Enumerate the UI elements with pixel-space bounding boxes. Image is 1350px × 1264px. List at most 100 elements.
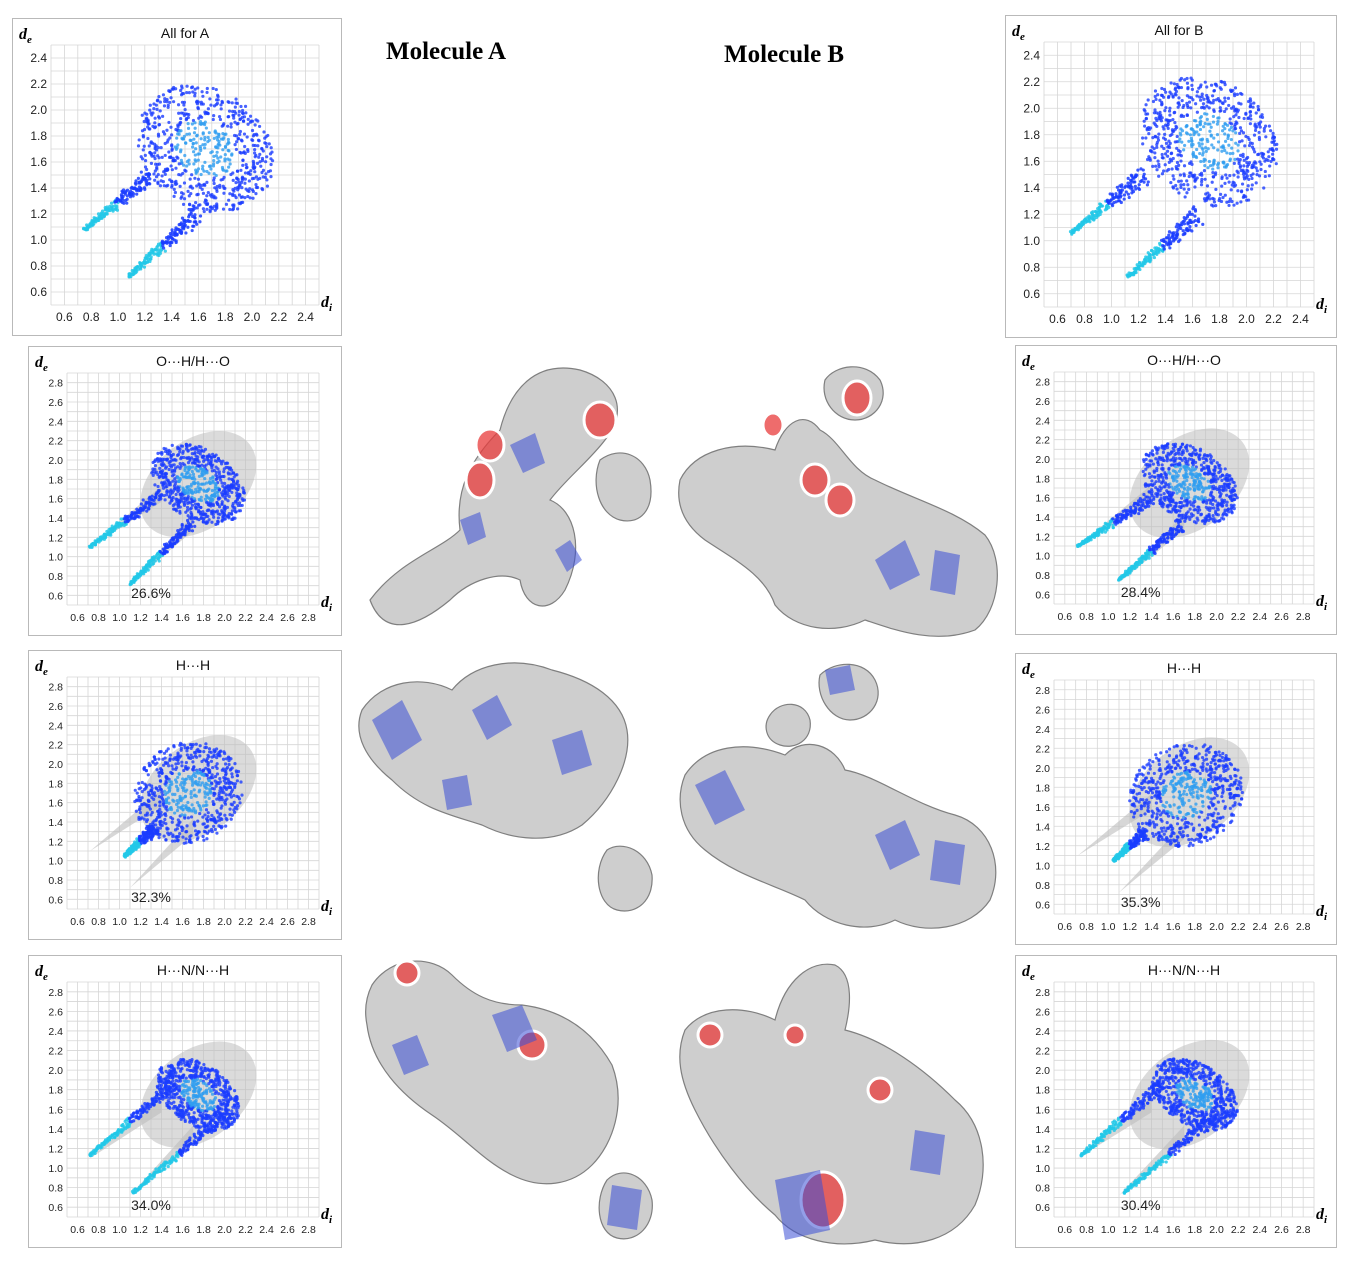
spike-point — [1099, 204, 1103, 208]
scatter-point — [1171, 469, 1175, 473]
scatter-point — [1238, 131, 1242, 135]
scatter-point — [1271, 140, 1276, 144]
y-tick-label: 1.6 — [48, 494, 63, 506]
spike-point — [159, 494, 163, 499]
scatter-point — [1173, 501, 1178, 505]
scatter-point — [158, 466, 162, 470]
scatter-point — [240, 195, 245, 199]
scatter-point — [190, 803, 194, 807]
scatter-point — [171, 503, 175, 508]
scatter-point — [1153, 135, 1158, 139]
y-tick-label: 0.8 — [1023, 260, 1040, 274]
scatter-point — [153, 467, 157, 471]
scatter-point — [1219, 199, 1224, 204]
spike-point — [1166, 540, 1170, 544]
scatter-point — [260, 187, 264, 191]
scatter-point — [216, 98, 220, 102]
scatter-point — [149, 813, 153, 817]
scatter-point — [1160, 463, 1164, 467]
scatter-point — [185, 749, 189, 753]
spike-point — [1190, 212, 1194, 216]
scatter-point — [157, 116, 162, 120]
scatter-point — [220, 462, 224, 466]
spike-point — [1167, 233, 1171, 237]
scatter-point — [1274, 147, 1279, 151]
scatter-point — [155, 167, 159, 171]
scatter-point — [1157, 446, 1161, 450]
spike-point — [1147, 556, 1151, 560]
scatter-point — [1214, 480, 1218, 484]
scatter-point — [1179, 445, 1183, 449]
scatter-point — [195, 133, 199, 137]
spike-point — [1084, 219, 1088, 223]
y-tick-label: 2.8 — [48, 682, 63, 694]
scatter-point — [1160, 103, 1164, 107]
scatter-point — [205, 489, 209, 493]
scatter-point — [1214, 509, 1218, 513]
x-tick-label: 0.8 — [91, 612, 106, 624]
scatter-point — [1223, 122, 1228, 126]
scatter-point — [1183, 474, 1187, 478]
scatter-point — [216, 156, 220, 160]
scatter-point — [1180, 442, 1185, 446]
scatter-point — [217, 488, 222, 492]
scatter-point — [1257, 174, 1262, 178]
scatter-point — [213, 481, 218, 485]
scatter-point — [1193, 495, 1197, 499]
scatter-points — [150, 442, 247, 526]
scatter-point — [169, 155, 173, 160]
spike-point — [1171, 532, 1175, 536]
scatter-point — [1194, 119, 1198, 123]
scatter-point — [1218, 86, 1222, 90]
scatter-point — [1157, 132, 1161, 136]
scatter-point — [194, 147, 198, 151]
scatter-point — [1227, 143, 1231, 147]
scatter-point — [202, 750, 206, 754]
scatter-point — [1218, 494, 1223, 498]
spike-point — [175, 227, 180, 231]
scatter-point — [199, 515, 204, 520]
scatter-point — [1167, 109, 1172, 113]
spike-point — [151, 561, 156, 566]
scatter-point — [1222, 498, 1227, 502]
scatter-point — [158, 100, 162, 104]
scatter-point — [1175, 140, 1179, 144]
x-tick-label: 1.0 — [1101, 611, 1116, 623]
scatter-point — [196, 455, 200, 459]
spike-point — [1168, 246, 1172, 250]
scatter-point — [163, 172, 167, 177]
scatter-point — [216, 497, 221, 501]
spike-point — [121, 194, 125, 199]
scatter-point — [200, 90, 204, 94]
scatter-point — [203, 795, 207, 799]
scatter-point — [216, 456, 221, 461]
scatter-point — [1167, 145, 1172, 150]
y-tick-label: 2.4 — [1035, 415, 1050, 427]
scatter-point — [1221, 124, 1225, 128]
scatter-point — [236, 207, 240, 211]
scatter-point — [159, 451, 163, 455]
scatter-point — [223, 157, 227, 161]
scatter-point — [1170, 485, 1174, 489]
scatter-point — [211, 452, 215, 457]
scatter-point — [1232, 203, 1236, 207]
scatter-point — [1206, 122, 1210, 126]
scatter-point — [1170, 450, 1174, 454]
scatter-point — [147, 144, 151, 148]
scatter-point — [206, 760, 210, 765]
scatter-point — [221, 132, 225, 136]
scatter-point — [194, 447, 198, 451]
scatter-point — [1211, 167, 1215, 171]
scatter-point — [1203, 177, 1207, 181]
spike-point — [1111, 523, 1115, 527]
scatter-point — [244, 166, 249, 170]
scatter-point — [228, 162, 232, 166]
scatter-point — [161, 130, 166, 134]
spike-point — [115, 206, 119, 210]
scatter-point — [214, 764, 218, 768]
scatter-point — [1234, 120, 1238, 124]
scatter-point — [232, 204, 236, 209]
spike-point — [149, 255, 153, 259]
scatter-point — [247, 189, 251, 194]
y-tick-label: 0.8 — [48, 571, 63, 583]
